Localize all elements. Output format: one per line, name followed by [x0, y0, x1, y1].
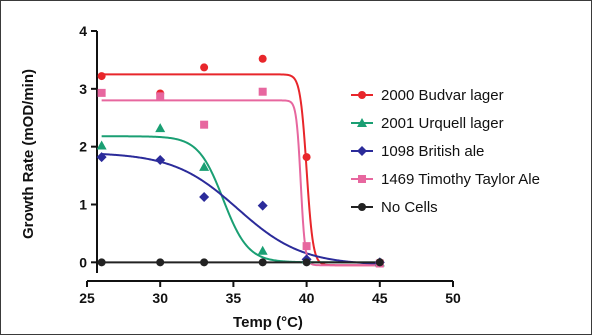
data-point	[302, 153, 311, 162]
axes: 0 1 2 3 4 25 30 35 40 45 50	[79, 23, 461, 306]
x-tick-label: 30	[152, 290, 168, 306]
legend-marker	[357, 146, 367, 156]
y-tick-label: 3	[79, 81, 87, 97]
legend: 2000 Budvar lager 2001 Urquell lager 1098 …	[351, 87, 540, 216]
legend-label: 2001 Urquell lager	[381, 115, 504, 132]
x-tick-label: 40	[299, 290, 315, 306]
data-points	[96, 54, 385, 268]
legend-label: No Cells	[381, 199, 438, 216]
data-point	[257, 245, 268, 255]
y-tick-label: 1	[79, 196, 87, 212]
y-tick-label: 0	[79, 254, 87, 270]
y-tick-label: 4	[79, 23, 87, 39]
legend-label: 1098 British ale	[381, 143, 484, 160]
data-point	[96, 140, 107, 150]
data-point	[200, 258, 209, 267]
fit-curve-3	[101, 153, 380, 265]
data-point	[302, 258, 311, 267]
data-point	[199, 161, 210, 171]
fit-curves	[101, 73, 380, 267]
data-point	[302, 242, 311, 251]
legend-marker	[358, 91, 366, 99]
data-point	[97, 258, 106, 267]
legend-marker	[358, 175, 366, 183]
x-tick-label: 25	[79, 290, 95, 306]
data-point	[97, 88, 106, 97]
data-point	[200, 63, 209, 72]
legend-marker	[358, 203, 366, 211]
data-point	[156, 258, 165, 267]
data-point	[156, 92, 165, 101]
data-point	[155, 123, 166, 133]
x-tick-label: 45	[372, 290, 388, 306]
data-point	[258, 54, 267, 63]
fit-curve-4	[101, 99, 380, 267]
data-point	[200, 120, 209, 129]
data-point	[199, 191, 210, 202]
data-point	[258, 258, 267, 267]
data-point	[375, 258, 384, 267]
x-tick-label: 35	[226, 290, 242, 306]
data-point	[96, 152, 107, 163]
fit-curve-2	[101, 135, 380, 264]
data-point	[155, 154, 166, 165]
data-point	[97, 72, 106, 81]
x-axis-title: Temp (°C)	[233, 314, 303, 331]
x-tick-label: 50	[445, 290, 461, 306]
legend-label: 2000 Budvar lager	[381, 87, 504, 104]
data-point	[258, 87, 267, 96]
data-point	[257, 200, 268, 211]
y-tick-label: 2	[79, 139, 87, 155]
y-axis-title: Growth Rate (mOD/min)	[20, 69, 37, 239]
legend-label: 1469 Timothy Taylor Ale	[381, 171, 540, 188]
legend-marker	[357, 118, 367, 127]
